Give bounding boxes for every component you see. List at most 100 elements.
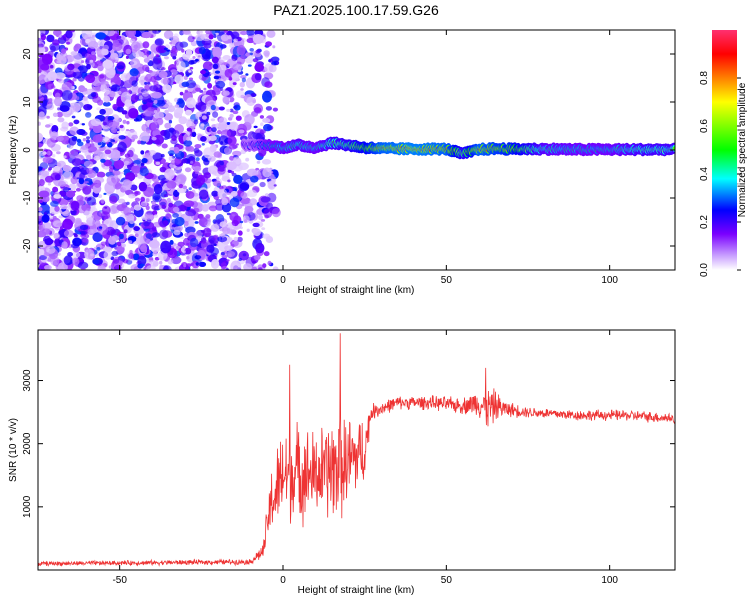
heatmap-cell (227, 135, 237, 146)
heatmap-cell (133, 159, 141, 165)
heatmap-cell (241, 203, 245, 207)
heatmap-cell (244, 209, 250, 215)
heatmap-cell (235, 143, 239, 146)
heatmap-cell (182, 250, 186, 254)
heatmap-cell (110, 52, 118, 60)
heatmap-cell (116, 241, 122, 247)
heatmap-cell (125, 129, 130, 132)
heatmap-cell (103, 250, 112, 260)
heatmap-cell (219, 185, 224, 190)
x-tick-label: -50 (112, 275, 127, 286)
heatmap-cell (38, 216, 42, 222)
heatmap-cell (42, 214, 50, 223)
heatmap-cell (86, 136, 90, 140)
heatmap-cell (231, 31, 240, 40)
heatmap-cell (67, 63, 75, 71)
heatmap-cell (110, 139, 115, 143)
heatmap-cell (239, 197, 251, 205)
heatmap-cell (70, 201, 80, 211)
heatmap-cell (252, 228, 261, 237)
heatmap-cell (62, 210, 70, 217)
heatmap-cell (185, 79, 196, 89)
heatmap-cell (262, 263, 267, 268)
heatmap-cell (38, 46, 46, 54)
heatmap-cell (108, 168, 114, 173)
heatmap-cell (222, 55, 231, 60)
heatmap-cell (121, 110, 128, 115)
heatmap-cell (77, 141, 84, 147)
heatmap-cell (46, 137, 56, 148)
heatmap-cell (88, 150, 93, 154)
heatmap-cell (107, 116, 115, 121)
heatmap-cell (145, 233, 152, 239)
heatmap-cell (135, 54, 139, 58)
heatmap-cell (259, 129, 266, 135)
heatmap-cell (71, 158, 83, 167)
x-tick-label: 0 (280, 575, 286, 586)
heatmap-cell (229, 113, 234, 118)
heatmap-cell (102, 125, 110, 133)
heatmap-cell (193, 165, 202, 172)
heatmap-cell (222, 90, 230, 96)
heatmap-cell (40, 170, 50, 177)
heatmap-cell (75, 96, 80, 101)
heatmap-cell (160, 240, 172, 254)
heatmap-cell (38, 248, 45, 257)
heatmap-cell (38, 166, 43, 171)
heatmap-cell (109, 205, 118, 215)
heatmap-cell (129, 249, 133, 254)
heatmap-cell (268, 58, 273, 63)
heatmap-cell (121, 243, 126, 248)
heatmap-cell (107, 94, 113, 97)
heatmap-cell (133, 163, 138, 167)
heatmap-cell (240, 191, 248, 199)
heatmap-cell (189, 146, 195, 152)
heatmap-cell (216, 176, 220, 180)
heatmap-cell (51, 125, 59, 133)
heatmap-cell (265, 106, 272, 111)
heatmap-cell (240, 30, 248, 36)
heatmap-cell (264, 81, 273, 88)
heatmap-cell (183, 75, 188, 81)
heatmap-cell (151, 226, 157, 232)
heatmap-cell (167, 77, 175, 86)
heatmap-cell (243, 263, 253, 270)
y-tick-label: 20 (22, 48, 33, 60)
heatmap-cell (232, 82, 237, 86)
heatmap-cell (131, 80, 138, 87)
heatmap-cell (86, 139, 90, 144)
heatmap-cell (162, 265, 172, 270)
heatmap-cell (80, 159, 85, 165)
heatmap-cell (111, 250, 119, 257)
heatmap-cell (77, 65, 88, 74)
heatmap-cell (130, 41, 141, 52)
heatmap-cell (224, 68, 233, 78)
heatmap-cell (109, 195, 118, 204)
heatmap-cell (63, 155, 67, 159)
colorbar-tick-label: 0.6 (699, 119, 710, 133)
heatmap-cell (68, 137, 77, 146)
heatmap-cell (217, 236, 228, 243)
heatmap-cell (211, 190, 219, 197)
heatmap-cell (226, 108, 231, 112)
heatmap-cell (184, 221, 189, 227)
heatmap-cell (130, 94, 139, 103)
heatmap-cell (180, 236, 185, 240)
heatmap-cell (197, 101, 207, 112)
heatmap-cell (260, 196, 271, 203)
heatmap-cell (38, 121, 41, 126)
heatmap-cell (183, 263, 187, 268)
heatmap-cell (220, 262, 227, 270)
heatmap-cell (84, 249, 95, 260)
heatmap-cell (140, 263, 145, 267)
heatmap-cell (66, 41, 70, 45)
heatmap-cell (185, 97, 196, 109)
heatmap-cell (169, 69, 178, 76)
heatmap-cell (90, 118, 102, 127)
heatmap-cell (112, 170, 121, 176)
heatmap-cell (112, 256, 123, 268)
heatmap-cell (116, 126, 121, 129)
heatmap-cell (250, 266, 258, 270)
heatmap-cell (221, 197, 229, 206)
heatmap-cell (46, 103, 55, 111)
